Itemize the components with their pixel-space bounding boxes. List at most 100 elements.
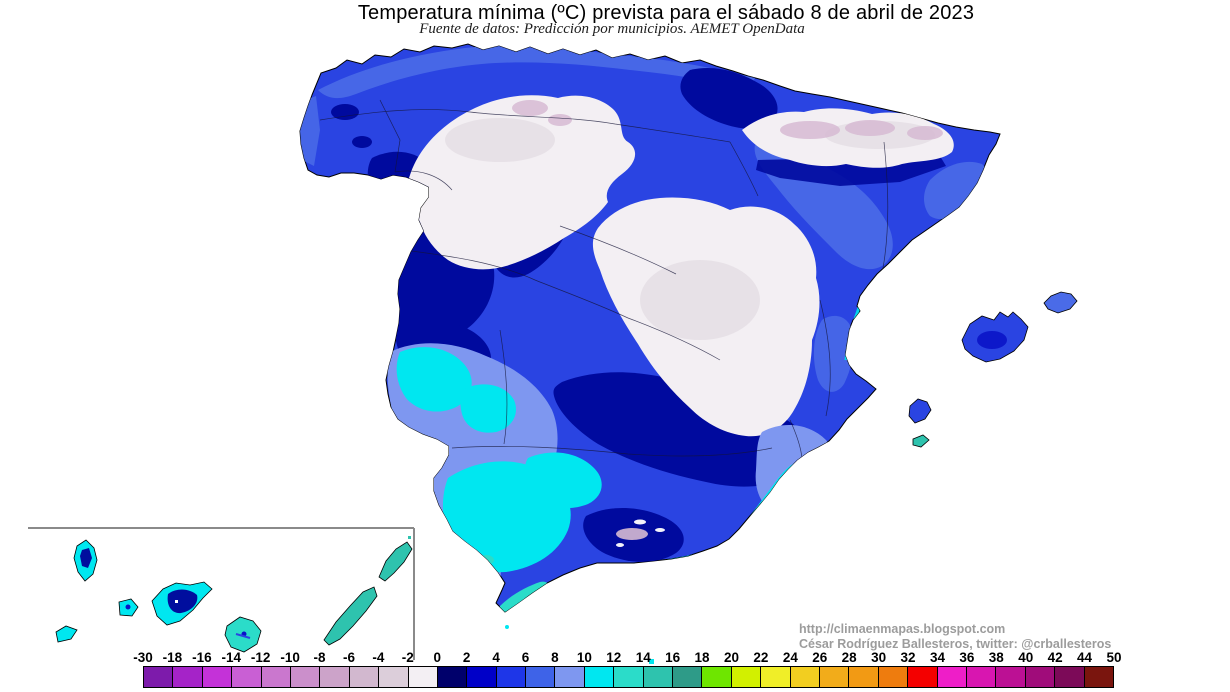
legend-tick-label: 28	[841, 650, 857, 665]
legend-cell	[232, 667, 262, 687]
legend-tick-label: 20	[723, 650, 739, 665]
legend-cell	[702, 667, 732, 687]
legend-tick-label: 18	[694, 650, 710, 665]
island-el-hierro	[55, 625, 78, 643]
zone-warm-extremadura-vega	[396, 347, 472, 412]
legend-tick-label: -4	[372, 650, 385, 665]
legend-cell	[290, 667, 321, 687]
legend-tick-label: 50	[1106, 650, 1122, 665]
zone-dark-galicia-spot	[331, 104, 359, 120]
legend-cell	[202, 667, 233, 687]
island-formentera	[912, 434, 930, 448]
legend-cell	[1084, 667, 1113, 687]
legend-cell	[878, 667, 909, 687]
legend-tick-label: -8	[313, 650, 326, 665]
legend-cell	[144, 667, 174, 687]
legend-ticks: -30 -18 -16 -14 -12 -10 -8 -6 -4 -2 0 2 4 6 8 10 12 14 16 1…	[133, 650, 1121, 665]
legend-cell	[437, 667, 468, 687]
legend-cell	[673, 667, 703, 687]
legend-tick-label: -14	[221, 650, 242, 665]
zone-dark-basque	[680, 67, 778, 129]
legend-cells	[143, 666, 1114, 688]
islet-dot	[505, 625, 509, 629]
snow-speck	[655, 528, 665, 532]
legend-cell	[731, 667, 762, 687]
legend-cell	[614, 667, 644, 687]
legend-tick-label: -30	[133, 650, 153, 665]
legend-cell	[761, 667, 791, 687]
legend-tick-label: -10	[280, 650, 300, 665]
zone-mild-southeast	[755, 425, 835, 515]
legend-tick-label: 6	[521, 650, 530, 665]
legend-tick-label: -6	[342, 650, 355, 665]
legend-tick-label: 42	[1047, 650, 1063, 665]
legend-cell	[819, 667, 850, 687]
legend-tick-label: 12	[606, 650, 622, 665]
legend-tick-label: 32	[900, 650, 916, 665]
legend-tick-label: 44	[1077, 650, 1093, 665]
island-la-palma-summit	[80, 548, 92, 568]
zone-gray-cantabrian	[445, 118, 555, 162]
legend-tick-label: 2	[462, 650, 471, 665]
legend-cell	[173, 667, 203, 687]
island-tenerife-teide	[167, 589, 198, 614]
legend-cell	[643, 667, 674, 687]
legend-tick-label: -2	[401, 650, 414, 665]
island-lanzarote	[378, 541, 413, 582]
canary-inset	[28, 527, 415, 660]
balearic-islands	[908, 291, 1078, 448]
legend-tick-label: 4	[492, 650, 500, 665]
legend-cell	[937, 667, 967, 687]
legend-tick-label: 22	[753, 650, 769, 665]
legend-cell	[320, 667, 350, 687]
legend-artifact-dot	[649, 659, 654, 664]
island-fuerteventura	[323, 586, 378, 646]
legend-tick-label: 26	[812, 650, 828, 665]
snow-speck	[634, 519, 646, 525]
legend-tick-label: 34	[929, 650, 945, 665]
legend-cell	[1025, 667, 1056, 687]
legend-cell	[261, 667, 291, 687]
legend-cell	[849, 667, 879, 687]
page-title: Temperatura mínima (ºC) prevista para el…	[357, 2, 975, 24]
zone-gray-iberico	[640, 260, 760, 340]
legend-tick-label: 8	[551, 650, 559, 665]
admin-borders	[319, 99, 889, 483]
temperature-legend: -30 -18 -16 -14 -12 -10 -8 -6 -4 -2 0 2 4 6 8 10 12 14 16 1…	[133, 650, 1122, 688]
island-gran-canaria-ridge	[235, 633, 251, 639]
zone-catalonia-interior	[924, 161, 988, 220]
island-mallorca-highlands	[977, 331, 1007, 349]
legend-tick-label: 30	[871, 650, 887, 665]
legend-cell	[966, 667, 997, 687]
legend-tick-label: -16	[192, 650, 212, 665]
legend-cell	[790, 667, 820, 687]
legend-cell	[555, 667, 585, 687]
legend-cell	[496, 667, 527, 687]
legend-tick-label: -12	[250, 650, 271, 665]
zone-warm-granada-vega	[524, 452, 602, 509]
zone-warmest-doñana	[478, 555, 494, 565]
legend-tick-label: 10	[576, 650, 592, 665]
legend-tick-label: 14	[635, 650, 651, 665]
legend-cell	[526, 667, 556, 687]
island-menorca	[1043, 291, 1078, 314]
island-la-gomera-summit	[125, 604, 131, 610]
zone-pink-picos	[512, 100, 548, 116]
credits: http://climaenmapas.blogspot.com César R…	[799, 622, 1111, 652]
legend-cell	[349, 667, 380, 687]
legend-cell	[996, 667, 1026, 687]
legend-tick-label: 0	[433, 650, 441, 665]
legend-tick-label: 16	[665, 650, 681, 665]
legend-tick-label: 36	[959, 650, 975, 665]
temperature-zones	[300, 45, 996, 612]
data-source-subtitle: Fuente de datos: Predicción por municipi…	[419, 21, 805, 37]
zone-pink-pyrenees	[907, 126, 943, 140]
legend-tick-label: 38	[988, 650, 1004, 665]
legend-cell	[379, 667, 409, 687]
legend-cell	[467, 667, 497, 687]
island-ibiza	[908, 398, 932, 424]
legend-tick-label: 40	[1018, 650, 1034, 665]
zone-warm-extremadura-vega	[460, 384, 516, 433]
legend-cell	[1055, 667, 1085, 687]
